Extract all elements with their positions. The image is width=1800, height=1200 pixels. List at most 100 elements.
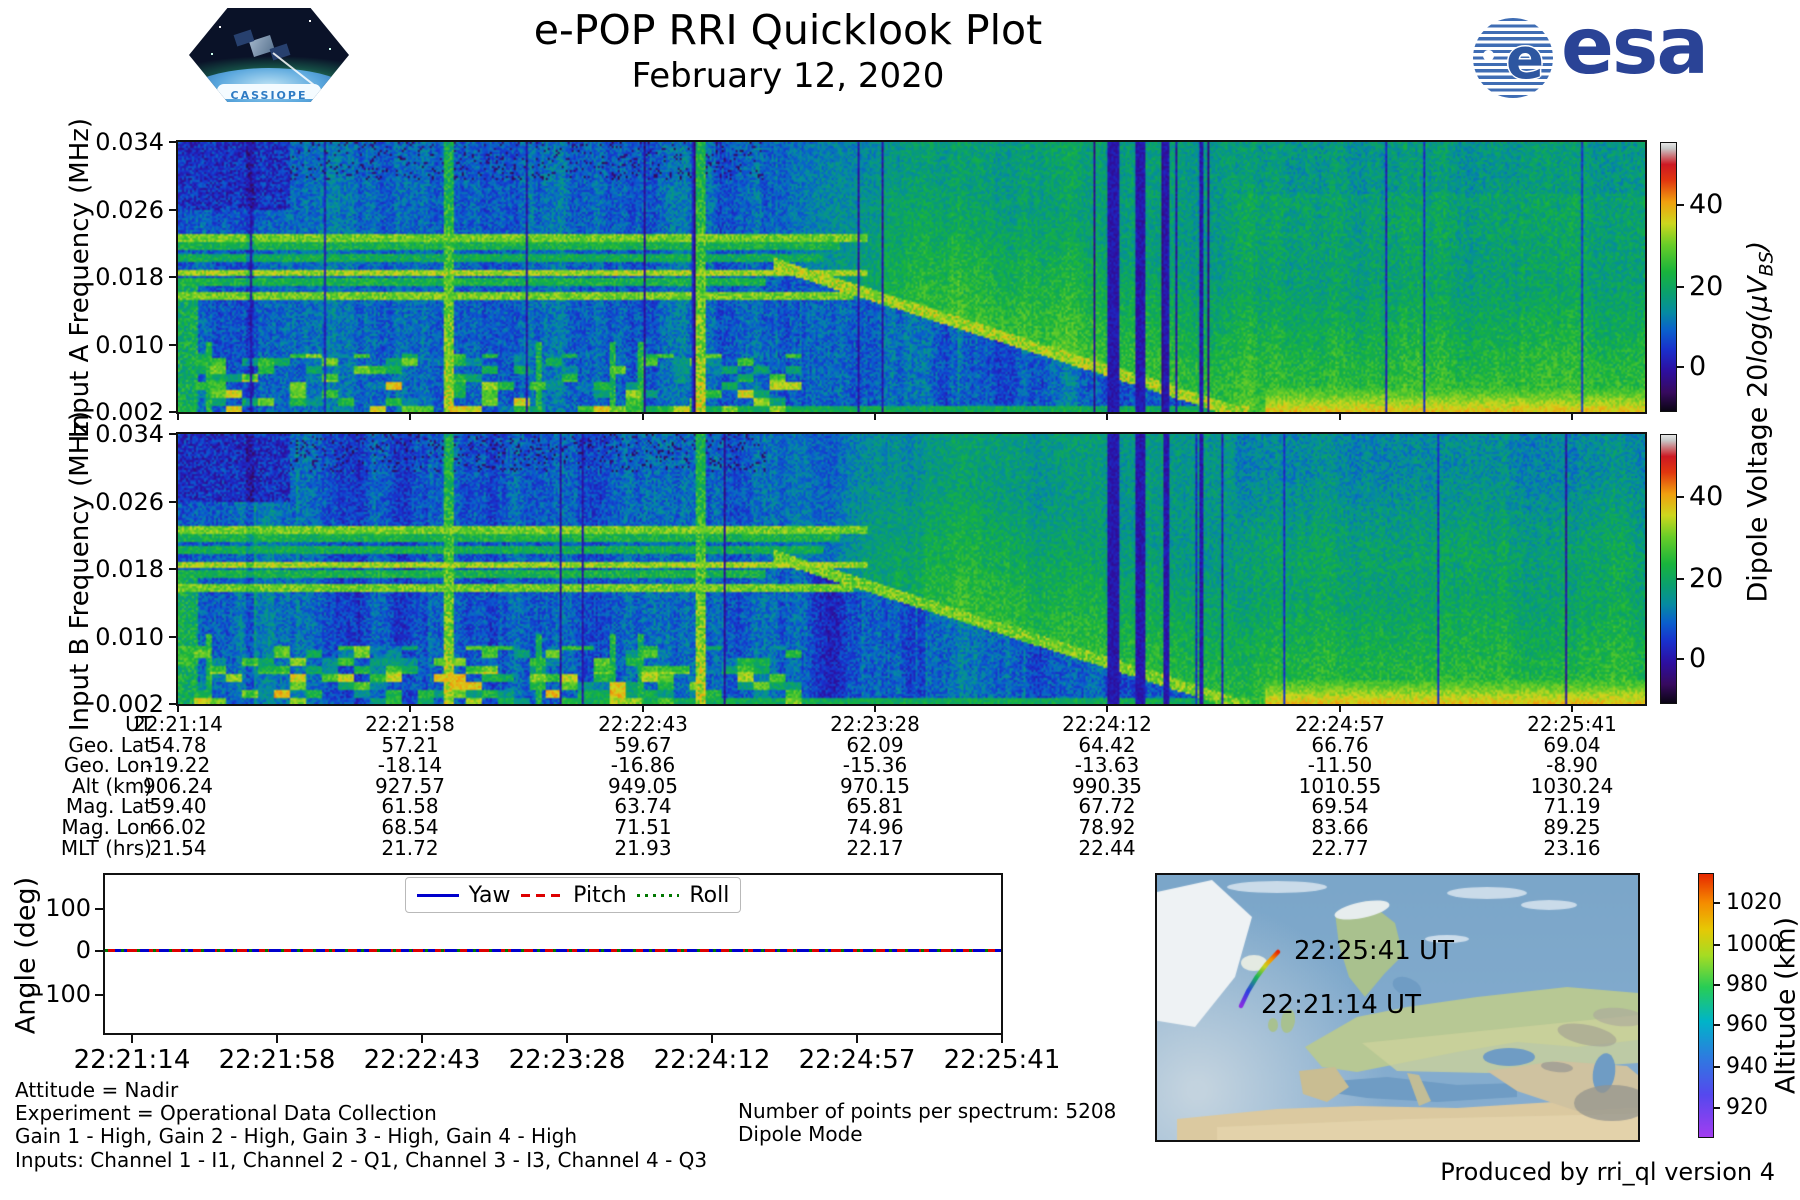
angle-ytick xyxy=(95,994,103,996)
inputs-info: Inputs: Channel 1 - I1, Channel 2 - Q1, … xyxy=(15,1148,708,1172)
alt-tick xyxy=(1714,1024,1720,1026)
table-cell: 66.76 xyxy=(1311,732,1369,757)
table-cell: 65.81 xyxy=(846,794,904,819)
angle-xtick xyxy=(421,1035,423,1043)
freq-tick xyxy=(169,703,178,705)
table-cell: 68.54 xyxy=(381,815,439,839)
alt-tick-label: 1000 xyxy=(1726,932,1782,957)
time-tick xyxy=(1571,412,1573,420)
legend-label-roll: Roll xyxy=(689,882,730,908)
angle-ytick-label: −100 xyxy=(25,980,91,1008)
angle-xtick xyxy=(1001,1035,1003,1043)
angle-xtick-label: 22:22:43 xyxy=(363,1045,481,1075)
table-cell: 61.58 xyxy=(381,794,439,819)
colorbar-tick-label: 40 xyxy=(1689,480,1724,512)
table-cell: 62.09 xyxy=(846,732,904,757)
ground-track-map xyxy=(1155,873,1640,1142)
angle-xtick xyxy=(711,1035,713,1043)
table-cell: 63.74 xyxy=(614,794,672,819)
time-tick xyxy=(642,704,644,712)
colorbar-tick-label: 0 xyxy=(1689,642,1707,674)
table-row-label: Alt (km) xyxy=(71,773,152,798)
table-cell: 22.17 xyxy=(846,835,904,860)
freq-tick xyxy=(169,141,178,143)
angle-ytick-label: 100 xyxy=(45,894,91,922)
alt-tick-label: 1020 xyxy=(1726,890,1782,915)
table-cell: 71.51 xyxy=(614,815,672,839)
angle-xtick xyxy=(131,1035,133,1043)
yaw-line-sample xyxy=(416,893,459,897)
freq-tick xyxy=(169,500,178,503)
angle-xtick-label: 22:24:12 xyxy=(653,1045,771,1075)
table-cell: -15.36 xyxy=(842,753,908,778)
table-cell: 57.21 xyxy=(381,732,439,757)
time-tick xyxy=(874,412,876,420)
angle-xtick-label: 22:23:28 xyxy=(508,1045,626,1075)
alt-tick-label: 960 xyxy=(1726,1012,1768,1037)
legend-label-pitch: Pitch xyxy=(573,882,627,908)
attitude-line xyxy=(105,949,1001,952)
roll-line-sample xyxy=(637,893,680,897)
dipole-label-sub: BS xyxy=(1755,251,1778,277)
track-end-label: 22:25:41 UT xyxy=(1294,936,1454,966)
time-tick xyxy=(409,412,411,420)
alt-tick xyxy=(1714,1107,1720,1109)
angle-xtick-label: 22:21:58 xyxy=(218,1045,336,1075)
table-cell: -13.63 xyxy=(1074,753,1140,778)
colorbar-a xyxy=(1660,142,1677,412)
freq-tick xyxy=(169,411,178,413)
gain-info: Gain 1 - High, Gain 2 - High, Gain 3 - H… xyxy=(15,1124,578,1148)
table-cell: 927.57 xyxy=(375,773,445,798)
time-tick xyxy=(1106,704,1108,712)
table-row-label: Mag. Lat xyxy=(65,794,152,819)
freq-tick-label: 0.034 xyxy=(95,420,164,448)
angle-xtick-label: 22:25:41 xyxy=(943,1045,1061,1075)
colorbar-tick-label: 20 xyxy=(1689,270,1724,302)
table-cell: 54.78 xyxy=(149,732,207,757)
table-cell: 59.40 xyxy=(149,794,207,819)
table-row-label: MLT (hrs) xyxy=(60,835,152,860)
legend-item-pitch: Pitch xyxy=(521,883,627,908)
colorbar-tick xyxy=(1677,203,1684,206)
cassiope-label: CASSIOPE xyxy=(230,89,308,102)
patch-star xyxy=(309,20,311,22)
patch-banner: CASSIOPE xyxy=(217,84,321,102)
mission-patch: CASSIOPE xyxy=(185,5,353,105)
attitude-legend: Yaw Pitch Roll xyxy=(405,877,741,913)
table-cell: -16.86 xyxy=(610,753,676,778)
spectrogram-a xyxy=(176,140,1647,414)
attitude-info: Attitude = Nadir xyxy=(15,1078,179,1102)
table-cell: 21.93 xyxy=(614,835,672,860)
freq-tick-label: 0.026 xyxy=(95,195,164,224)
freq-tick-label: 0.018 xyxy=(95,555,164,583)
table-row-label: Geo. Lat xyxy=(68,732,152,757)
table-cell: 22.77 xyxy=(1311,835,1369,860)
esa-logo: e esa xyxy=(1473,2,1713,106)
alt-tick xyxy=(1714,984,1720,986)
table-cell: 21.72 xyxy=(381,835,439,860)
legend-item-yaw: Yaw xyxy=(416,883,511,908)
produced-by: Produced by rri_ql version 4 xyxy=(1440,1158,1775,1186)
spectrogram-b-canvas xyxy=(178,434,1645,704)
time-tick xyxy=(874,704,876,712)
time-tick xyxy=(642,412,644,420)
freq-tick-label: 0.002 xyxy=(95,398,164,426)
table-cell: 990.35 xyxy=(1072,773,1142,798)
table-cell: 22:21:58 xyxy=(365,712,455,736)
esa-wordmark: esa xyxy=(1561,2,1709,92)
table-cell: -18.14 xyxy=(377,753,443,778)
alt-tick xyxy=(1714,1066,1720,1068)
colorbar-tick xyxy=(1677,365,1684,368)
angle-xtick xyxy=(566,1035,568,1043)
experiment-info: Experiment = Operational Data Collection xyxy=(15,1101,437,1125)
table-cell: 71.19 xyxy=(1543,794,1601,819)
table-cell: 67.72 xyxy=(1078,794,1136,819)
mode-info: Dipole Mode xyxy=(738,1122,863,1146)
table-cell: 1010.55 xyxy=(1298,773,1382,798)
freq-tick xyxy=(169,635,178,638)
patch-star xyxy=(211,53,213,55)
table-row-label: Geo. Lon xyxy=(63,753,152,778)
dipole-label-end: ) xyxy=(1742,240,1774,252)
table-cell: -19.22 xyxy=(145,753,211,778)
